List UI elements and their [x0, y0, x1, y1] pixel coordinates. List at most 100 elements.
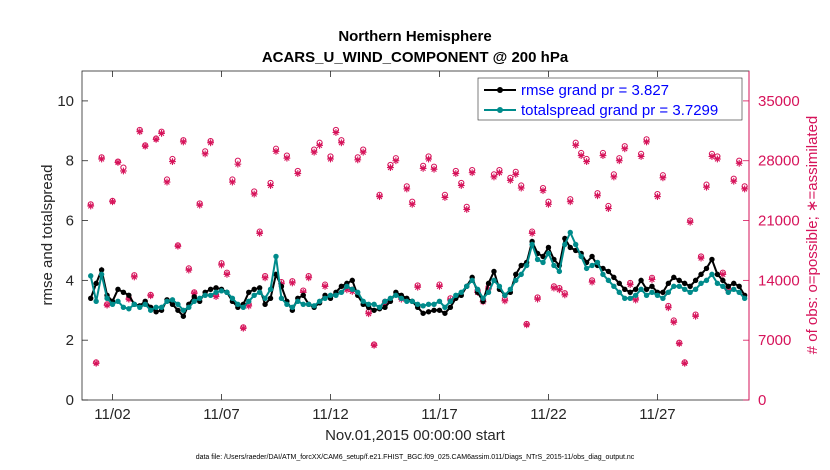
rmse-point: [120, 289, 127, 296]
obs-assimilated-stroke: [436, 283, 443, 290]
totalspread-point: [126, 306, 132, 312]
obs-assimilated-stroke: [240, 325, 247, 331]
obs-assimilated-marker: [605, 205, 612, 212]
totalspread-point: [98, 271, 105, 278]
totalspread-point: [109, 301, 116, 307]
obs-assimilated-stroke: [605, 205, 612, 212]
totalspread-point: [573, 241, 579, 248]
rmse-point: [349, 277, 355, 284]
obs-assimilated-marker: [179, 138, 187, 146]
totalspread-point: [518, 271, 524, 278]
totalspread-point: [643, 292, 650, 299]
obs-assimilated-stroke: [354, 157, 361, 163]
rmse-point: [251, 286, 257, 293]
obs-assimilated-stroke: [251, 191, 257, 197]
obs-assimilated-stroke: [638, 153, 644, 160]
obs-assimilated-stroke: [594, 192, 601, 199]
totalspread-point: [295, 298, 301, 304]
rmse-point: [420, 310, 426, 316]
y-axis-left: 0 2 4 6 8 10: [57, 93, 88, 409]
obs-assimilated-marker: [419, 165, 427, 172]
rmse-point: [371, 307, 377, 313]
totalspread-point: [246, 298, 252, 304]
obs-assimilated-marker: [615, 157, 623, 165]
rmse-point: [436, 307, 443, 313]
obs-assimilated-marker: [365, 310, 373, 318]
totalspread-point: [316, 298, 323, 304]
rmse-point: [485, 280, 492, 287]
totalspread-point: [93, 298, 99, 304]
obs-assimilated-stroke: [404, 186, 410, 192]
obs-assimilated-marker: [730, 177, 738, 185]
totalspread-point: [496, 283, 503, 290]
totalspread-point: [120, 304, 127, 310]
obs-assimilated-stroke: [186, 267, 192, 273]
obs-assimilated-stroke: [142, 143, 148, 149]
totalspread-point: [420, 303, 426, 309]
totalspread-point: [523, 262, 530, 269]
totalspread-point: [251, 292, 257, 299]
rmse-point: [175, 307, 181, 313]
rmse-point: [632, 286, 639, 293]
obs-assimilated-stroke: [425, 156, 432, 162]
totalspread-point: [404, 298, 410, 304]
y-right-tick-label: 14000: [758, 272, 800, 289]
rmse-point: [720, 277, 726, 284]
totalspread-point: [311, 303, 317, 309]
obs-assimilated-stroke: [611, 174, 617, 180]
totalspread-point: [137, 304, 143, 310]
rmse-point: [540, 253, 546, 260]
obs-assimilated-stroke: [235, 161, 241, 167]
obs-assimilated-stroke: [262, 275, 268, 281]
rmse-point: [246, 289, 252, 296]
obs-assimilated-marker: [675, 340, 683, 348]
totalspread-point: [731, 286, 737, 293]
obs-assimilated-stroke: [507, 177, 514, 184]
totalspread-point: [649, 289, 655, 296]
rmse-point: [180, 313, 187, 319]
totalspread-point: [654, 292, 661, 299]
x-tick-label: 11/17: [421, 406, 457, 423]
obs-assimilated-marker: [387, 164, 394, 171]
obs-assimilated-stroke: [463, 206, 470, 213]
obs-assimilated-marker: [735, 159, 743, 167]
rmse-point: [681, 280, 688, 287]
totalspread-point: [534, 256, 541, 263]
totalspread-point: [616, 289, 623, 296]
obs-assimilated-marker: [218, 261, 225, 269]
obs-assimilated-marker: [147, 292, 155, 300]
totalspread-point: [589, 262, 595, 269]
obs-assimilated-stroke: [720, 271, 726, 278]
obs-assimilated-marker: [681, 359, 689, 367]
obs-assimilated-stroke: [420, 165, 426, 172]
totalspread-point: [736, 289, 742, 296]
totalspread-point: [371, 301, 377, 307]
obs-assimilated-stroke: [196, 202, 203, 208]
rmse-point: [447, 304, 454, 310]
obs-assimilated-stroke: [540, 187, 546, 194]
obs-assimilated-marker: [528, 229, 536, 237]
obs-assimilated-marker: [103, 301, 111, 309]
totalspread-point: [153, 304, 159, 310]
rmse-point: [207, 286, 214, 293]
obs-assimilated-stroke: [600, 152, 606, 159]
obs-assimilated-stroke: [676, 340, 683, 347]
obs-assimilated-marker: [310, 148, 318, 156]
obs-assimilated-stroke: [556, 286, 563, 293]
totalspread-point: [273, 253, 279, 260]
obs-assimilated-marker: [408, 200, 416, 208]
obs-assimilated-stroke: [180, 139, 187, 145]
obs-assimilated-stroke: [643, 139, 650, 145]
obs-assimilated-marker: [359, 148, 367, 156]
y-left-tick-label: 6: [66, 213, 74, 230]
obs-assimilated-marker: [452, 170, 460, 177]
rmse-point: [589, 253, 595, 260]
obs-assimilated-stroke: [414, 284, 421, 290]
obs-assimilated-marker: [566, 198, 574, 206]
obs-assimilated-stroke: [502, 298, 508, 304]
obs-assimilated-stroke: [660, 175, 666, 181]
obs-assimilated-stroke: [671, 319, 677, 326]
totalspread-point: [447, 298, 454, 304]
